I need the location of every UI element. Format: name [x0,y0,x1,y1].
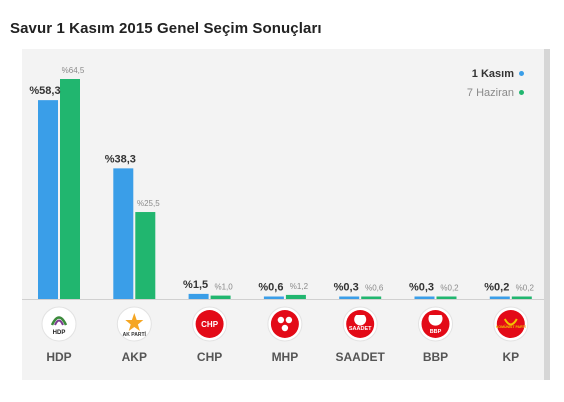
hdp-logo-icon-inner [54,319,64,326]
data-label-akp-1-kasim: %38,3 [105,153,136,165]
data-label-chp-1-kasim: %1,5 [183,279,208,291]
bar-chart: %58,3 %64,5 HDP HDP %38,3 %25,5 AK PARTİ AKP %1,… [22,66,544,364]
data-label-akp-7-haziran: %25,5 [137,199,160,208]
chart-legend: 1 Kasım 7 Haziran [467,65,524,103]
legend-label-2: 7 Haziran [466,87,514,99]
category-label-mhp: MHP [272,350,299,364]
bar-mhp-1-kasim [263,296,284,299]
chp-logo-icon [195,310,224,338]
bar-bbp-1-kasim [414,296,435,299]
mhp-logo-icon-crescent-1 [277,316,285,324]
data-label-mhp-7-haziran: %1,2 [290,282,309,291]
data-label-saadet-1-kasim: %0,3 [334,282,359,294]
hdp-logo-icon-text: HDP [53,330,66,336]
akp-logo-icon-text: AK PARTİ [123,331,147,338]
hdp-logo-icon [50,316,68,326]
legend-item-1: 1 Kasım [467,65,524,84]
category-label-akp: AKP [122,350,147,364]
hdp-logo-icon-badge [41,306,77,342]
akp-logo-icon [125,313,144,331]
bar-chp-1-kasim [188,293,209,299]
bar-mhp-7-haziran [285,294,306,299]
kp-logo-icon-sickle [503,318,518,326]
data-label-saadet-7-haziran: %0,6 [365,284,384,293]
bar-hdp-1-kasim [38,100,58,300]
data-label-mhp-1-kasim: %0,6 [258,282,283,294]
data-label-hdp-7-haziran: %64,5 [62,66,85,75]
chart-area: %58,3 %64,5 HDP HDP %38,3 %25,5 AK PARTİ AKP %1,… [22,49,550,380]
saadet-logo-icon-crescent [354,315,367,326]
data-label-chp-7-haziran: %1,0 [214,283,233,292]
data-label-kp-1-kasim: %0,2 [484,282,509,294]
bar-saadet-7-haziran [361,296,382,299]
page-title: Savur 1 Kasım 2015 Genel Seçim Sonuçları [10,20,322,37]
bar-kp-1-kasim [489,296,510,299]
chart-panel: %58,3 %64,5 HDP HDP %38,3 %25,5 AK PARTİ AKP %1,… [22,49,550,380]
category-label-hdp: HDP [46,350,71,364]
category-label-chp: CHP [197,350,222,364]
chp-logo-icon-text: CHP [201,320,219,329]
category-label-bbp: BBP [423,350,448,364]
bar-chp-7-haziran [210,295,231,299]
bar-kp-7-haziran [511,296,532,299]
category-label-saadet: SAADET [336,350,386,364]
data-label-kp-7-haziran: %0,2 [516,284,535,293]
mhp-logo-icon-crescent-2 [285,316,293,324]
legend-item-2: 7 Haziran [467,84,524,103]
category-label-kp: KP [502,350,519,364]
bar-akp-1-kasim [113,168,134,299]
legend-label-1: 1 Kasım [471,68,514,80]
kp-logo-icon-text: KOMÜNİST PARTİ [496,325,526,329]
legend-dot-2 [519,89,524,95]
bar-saadet-1-kasim [339,296,360,299]
bbp-logo-icon-crescent [428,315,443,326]
bar-hdp-7-haziran [60,79,80,299]
data-label-hdp-1-kasim: %58,3 [29,85,60,97]
data-label-bbp-1-kasim: %0,3 [409,282,434,294]
data-label-bbp-7-haziran: %0,2 [440,284,459,293]
legend-dot-1 [519,70,524,76]
mhp-logo-icon [270,310,299,338]
mhp-logo-icon-crescent-3 [281,324,289,332]
saadet-logo-icon-text: SAADET [349,326,372,332]
bar-akp-7-haziran [135,212,156,299]
bbp-logo-icon-text: BBP [430,329,442,335]
bar-bbp-7-haziran [436,296,457,299]
